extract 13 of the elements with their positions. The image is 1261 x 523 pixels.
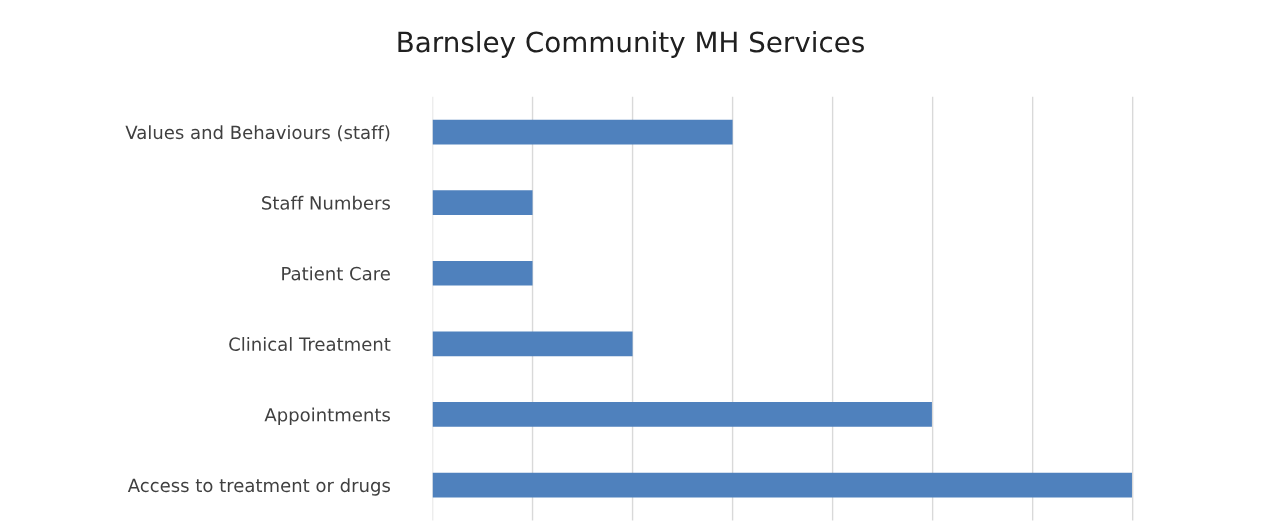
bar [432, 190, 533, 216]
y-tick-label: Staff Numbers [262, 195, 390, 210]
bar [432, 472, 1132, 498]
bar [432, 119, 733, 145]
y-tick-label: Access to treatment or drugs [127, 478, 390, 496]
y-tick-label: Patient Care [282, 266, 390, 281]
bar [432, 260, 533, 286]
bar [432, 331, 633, 357]
bar [432, 402, 932, 427]
chart-title: Barnsley Community MH Services [398, 31, 864, 58]
y-tick-label: Clinical Treatment [229, 337, 391, 351]
y-tick-label: Appointments [264, 407, 390, 426]
y-tick-label: Values and Behaviours (staff) [125, 125, 390, 142]
